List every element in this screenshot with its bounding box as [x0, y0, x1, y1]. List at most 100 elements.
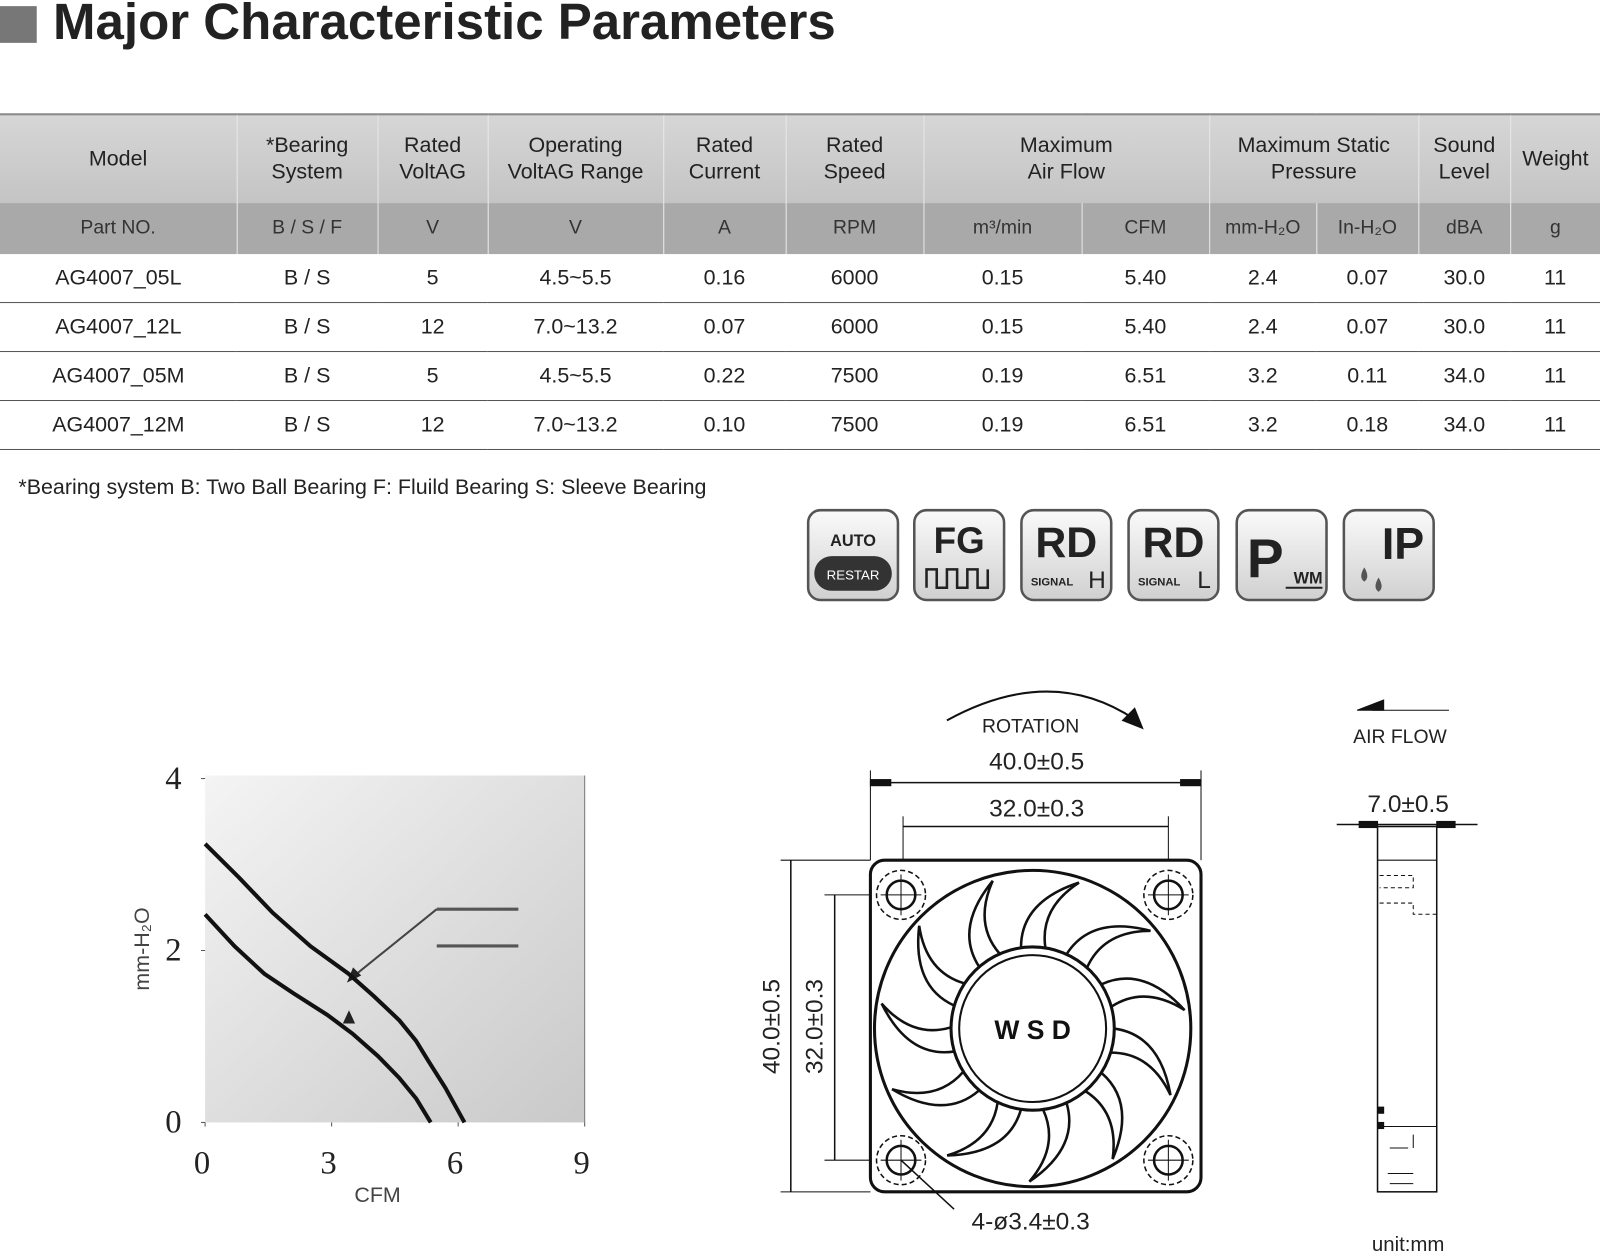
rotation-arrow	[1121, 707, 1144, 730]
data-cell: 0.16	[663, 254, 786, 304]
header-cell: Maximum Air Flow	[922, 113, 1210, 204]
data-cell: 6.51	[1081, 351, 1210, 402]
icon-text: RESTAR	[827, 568, 880, 583]
header-cell: Rated Current	[662, 113, 786, 204]
data-cell: 4.5~5.5	[487, 351, 664, 402]
x-axis-label: CFM	[354, 1183, 400, 1207]
hub	[949, 945, 1116, 1112]
marker	[342, 1010, 356, 1024]
blade	[891, 1070, 981, 1107]
x-tick-label: 0	[194, 1145, 210, 1181]
data-cell: 5.40	[1081, 302, 1210, 353]
data-cell: 0.19	[923, 351, 1082, 402]
icon-text: SIGNAL	[1138, 577, 1181, 589]
icon-wave	[925, 568, 990, 590]
blade	[916, 925, 965, 1007]
data-cell: 12	[377, 400, 488, 450]
spec-table: Model *Bearing System Rated VoltAG Operatin…	[0, 113, 1600, 450]
plot-area	[205, 775, 585, 1123]
dim-label: 40.0±0.5	[989, 748, 1084, 775]
header-cell: Rated Speed	[785, 113, 924, 204]
data-cell: 0.19	[923, 400, 1082, 450]
data-cell: B / S	[236, 400, 378, 450]
fan-opening	[872, 868, 1193, 1189]
data-cell: B / S	[236, 302, 378, 353]
x-tick-label: 6	[447, 1145, 463, 1181]
pq-chart: CFM mm-H₂O 0 2 4 0 3 6 9	[130, 761, 590, 1207]
side-body	[1376, 825, 1438, 1193]
data-cell: 11	[1510, 351, 1600, 402]
data-cell: B / S	[236, 351, 378, 402]
header-cell: Operating VoltAG Range	[487, 113, 664, 204]
dim-end	[869, 779, 892, 787]
data-cell: 6000	[785, 302, 924, 353]
icon-frame	[1020, 508, 1113, 602]
data-cell: 7.0~13.2	[487, 400, 664, 450]
header-cell: Rated VoltAG	[377, 113, 488, 204]
brand: W S D	[994, 1015, 1071, 1045]
data-cell: 2.4	[1209, 254, 1317, 304]
unit-cell: B / S / F	[236, 203, 378, 255]
pq-curve	[203, 842, 467, 1124]
data-cell: 5	[377, 351, 488, 402]
unit-cell: V	[487, 203, 664, 255]
icon-drop	[1361, 567, 1382, 592]
header-cell: Weight	[1509, 113, 1600, 204]
unit-cell: g	[1509, 203, 1600, 255]
hole-center	[1147, 1139, 1189, 1181]
data-cell: 6000	[785, 254, 924, 304]
data-cell: 5.40	[1081, 254, 1210, 304]
data-cell: 12	[377, 302, 488, 353]
data-cell: 11	[1510, 400, 1600, 450]
blade	[1100, 977, 1186, 1012]
blade	[946, 1102, 1023, 1157]
data-cell: 0.15	[923, 254, 1082, 304]
data-cell: 5	[377, 254, 488, 304]
side-hidden	[1379, 874, 1437, 915]
icon-text: FG	[934, 520, 985, 561]
blade	[1110, 1027, 1172, 1096]
data-cell: 0.15	[923, 302, 1082, 353]
y-tick-label: 4	[165, 761, 181, 797]
icon-text: P	[1247, 528, 1284, 590]
icon-text: L	[1197, 567, 1211, 594]
leader	[900, 1159, 955, 1210]
rotation-label: ROTATION	[982, 716, 1079, 738]
unit-cell: mm-H₂O	[1208, 203, 1317, 255]
data-cell: 0.07	[1316, 254, 1419, 304]
header-row: Model *Bearing System Rated VoltAG Operatin…	[0, 113, 1600, 204]
side-view: AIR FLOW 7.0±0.5 unit:mm	[1336, 699, 1478, 1253]
unit-cell: m³/min	[922, 203, 1082, 255]
unit-cell: Part NO.	[0, 203, 237, 255]
data-cell: 7500	[785, 400, 924, 450]
dim-label: 40.0±0.5	[759, 979, 786, 1074]
leader-arrow	[351, 908, 438, 979]
icon-frame	[1127, 508, 1220, 602]
data-cell: AG4007_12M	[0, 400, 237, 450]
data-cell: 30.0	[1418, 254, 1511, 304]
blade	[968, 880, 1001, 968]
unit-cell: dBA	[1417, 203, 1511, 255]
data-cell: B / S	[236, 254, 378, 304]
header-cell: Model	[0, 113, 237, 204]
airflow-arrow	[1356, 699, 1385, 711]
data-cell: 7.0~13.2	[487, 302, 664, 353]
data-row: AG4007_05L B / S 5 4.5~5.5 0.16 6000 0.15 5.40 2…	[0, 254, 1600, 304]
dim-end	[1358, 820, 1379, 829]
data-cell: 3.2	[1209, 400, 1317, 450]
icon-text: AUTO	[830, 532, 876, 550]
fan-drawing: ROTATION 40.0±0.5 32.0±0.3 40.0±0.5 32.0…	[759, 690, 1203, 1236]
page-title: Major Characteristic Parameters	[53, 0, 836, 50]
dim-label: 32.0±0.3	[801, 979, 828, 1074]
icon-text: IP	[1382, 518, 1424, 569]
dim-label: 32.0±0.3	[989, 795, 1084, 822]
icon-text: WM	[1294, 570, 1323, 588]
y-tick-label: 0	[165, 1105, 181, 1141]
dim-label: 4-ø3.4±0.3	[972, 1209, 1090, 1236]
icon-text: RD	[1035, 519, 1097, 567]
icon-text: RD	[1143, 519, 1205, 567]
airflow-label: AIR FLOW	[1353, 726, 1447, 748]
y-axis-label: mm-H₂O	[130, 907, 154, 990]
